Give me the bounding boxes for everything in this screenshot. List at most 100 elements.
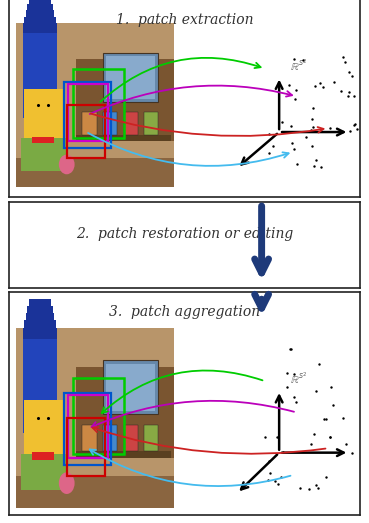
Point (288, 122, 294, 130)
Point (361, 115, 367, 123)
Point (303, 133, 309, 141)
Bar (67, 418, 104, 476)
Bar (103, 425, 117, 451)
Point (294, 160, 300, 168)
Point (340, 52, 346, 61)
Text: $\mathbb{R}^{s^2}$: $\mathbb{R}^{s^2}$ (290, 58, 307, 73)
Point (308, 439, 314, 448)
Point (327, 123, 333, 132)
Point (360, 367, 366, 375)
Bar (67, 105, 104, 158)
Point (359, 62, 365, 71)
Bar (76, 135, 171, 141)
Point (312, 82, 318, 90)
Point (352, 120, 358, 128)
Bar (124, 112, 138, 135)
Ellipse shape (59, 155, 75, 174)
Text: 3.  patch aggregation: 3. patch aggregation (109, 305, 260, 320)
Point (364, 411, 369, 419)
Bar (83, 112, 97, 135)
Text: 2.  patch restoration or editing: 2. patch restoration or editing (76, 228, 293, 241)
Point (300, 55, 306, 64)
Point (266, 130, 272, 138)
Point (265, 475, 271, 484)
Point (331, 78, 337, 86)
Bar (106, 364, 155, 411)
Point (351, 92, 357, 100)
Point (284, 382, 290, 391)
Point (287, 345, 293, 353)
Bar (24, 17, 56, 27)
Point (320, 82, 325, 90)
Bar (68, 394, 108, 458)
Point (310, 122, 316, 131)
Point (292, 54, 297, 63)
Point (317, 79, 323, 87)
Point (343, 440, 349, 448)
Point (342, 58, 348, 66)
Point (349, 449, 355, 457)
Point (327, 433, 333, 441)
Bar (16, 158, 174, 187)
Bar (26, 313, 54, 324)
Point (297, 484, 303, 492)
Bar (103, 360, 158, 414)
Point (310, 142, 315, 150)
Point (266, 457, 272, 465)
Point (341, 414, 346, 423)
Point (280, 448, 286, 457)
Bar (16, 23, 174, 187)
Point (289, 139, 295, 147)
Point (262, 433, 268, 441)
Bar (21, 454, 68, 491)
Point (291, 392, 297, 401)
Bar (26, 10, 54, 20)
Point (330, 401, 336, 409)
Ellipse shape (59, 472, 75, 494)
Point (313, 156, 319, 164)
Bar (73, 378, 124, 454)
Point (360, 118, 366, 127)
Bar (144, 425, 158, 451)
Bar (32, 452, 54, 460)
Point (311, 429, 317, 438)
Bar (83, 425, 97, 451)
Point (270, 141, 276, 150)
Bar (27, 306, 52, 317)
Text: $\mathbb{R}^{s^2}$: $\mathbb{R}^{s^2}$ (290, 370, 307, 385)
Bar (103, 53, 158, 102)
Bar (103, 112, 117, 135)
Point (275, 480, 281, 488)
Bar (76, 59, 174, 141)
Point (310, 104, 316, 112)
Bar (29, 299, 51, 310)
Point (349, 72, 355, 81)
Point (311, 162, 317, 170)
Bar (73, 69, 124, 138)
Point (284, 369, 290, 378)
Point (351, 121, 357, 130)
Point (308, 126, 314, 134)
Point (268, 469, 273, 477)
Point (314, 480, 320, 488)
Point (321, 414, 327, 423)
Bar (24, 400, 65, 454)
Point (354, 124, 360, 133)
Bar (23, 23, 57, 119)
Bar (35, 135, 51, 148)
Point (287, 345, 293, 354)
Bar (68, 84, 108, 141)
Bar (29, 0, 51, 7)
Point (292, 145, 297, 153)
Point (293, 398, 299, 406)
Point (346, 68, 352, 76)
Point (273, 433, 279, 441)
Bar (16, 476, 174, 508)
Point (338, 87, 344, 95)
Point (346, 88, 352, 96)
Bar (35, 451, 51, 465)
Bar (106, 56, 155, 99)
Bar (32, 137, 54, 143)
Point (315, 360, 321, 369)
Bar (144, 112, 158, 135)
